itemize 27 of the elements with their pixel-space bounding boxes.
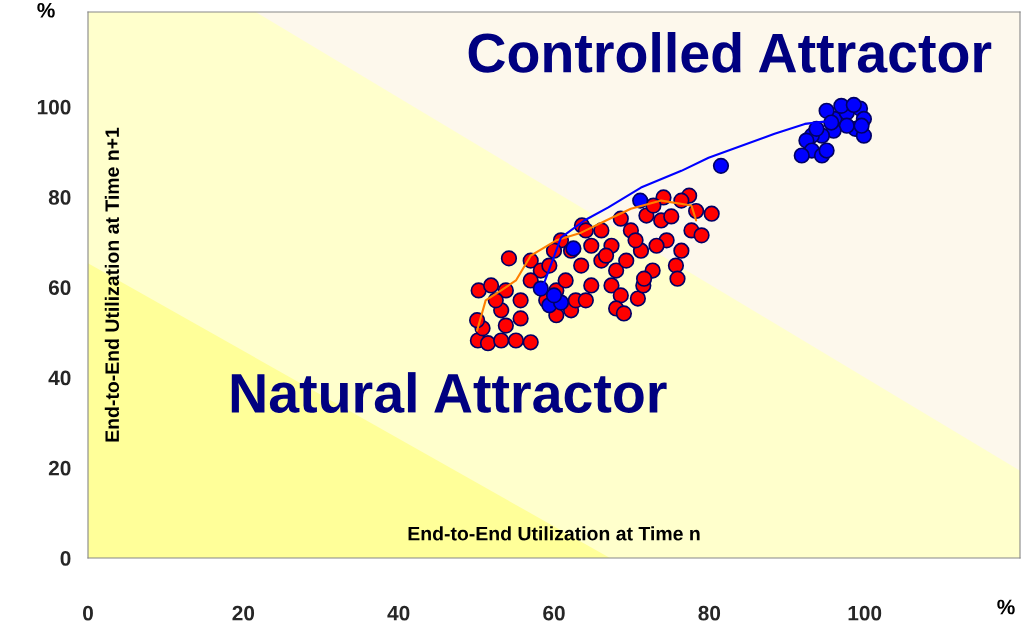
y-tick-label: 0 [60, 551, 71, 566]
x-tick-label: 20 [232, 605, 255, 621]
annotation: Natural Attractor [231, 372, 667, 413]
point [853, 117, 870, 134]
y-tick-label: 40 [48, 370, 71, 386]
x-tick-label: 0 [83, 605, 93, 621]
point [532, 280, 549, 297]
point [823, 114, 840, 131]
point [818, 142, 835, 159]
text: % [37, 2, 55, 18]
point [793, 147, 810, 164]
text: % [997, 599, 1015, 615]
point [845, 96, 862, 114]
x-axis-title: End-to-End Utilization at Time n [408, 526, 700, 541]
point [545, 287, 563, 304]
point [838, 117, 855, 134]
y-tick-label: 80 [48, 190, 71, 205]
y-tick-label: 100 [37, 99, 71, 115]
annotation: Controlled Attractor [468, 31, 992, 73]
x-tick-label: 60 [543, 605, 565, 621]
x-tick-label: 80 [698, 605, 721, 621]
point [712, 157, 730, 174]
x-tick-label: 100 [848, 605, 882, 621]
y-tick-label: 60 [48, 280, 71, 296]
y-axis-title: End-to-End Utilization at Time n+1 [104, 127, 120, 442]
x-tick-label: 40 [387, 605, 410, 621]
y-tick-label: 20 [48, 460, 71, 476]
